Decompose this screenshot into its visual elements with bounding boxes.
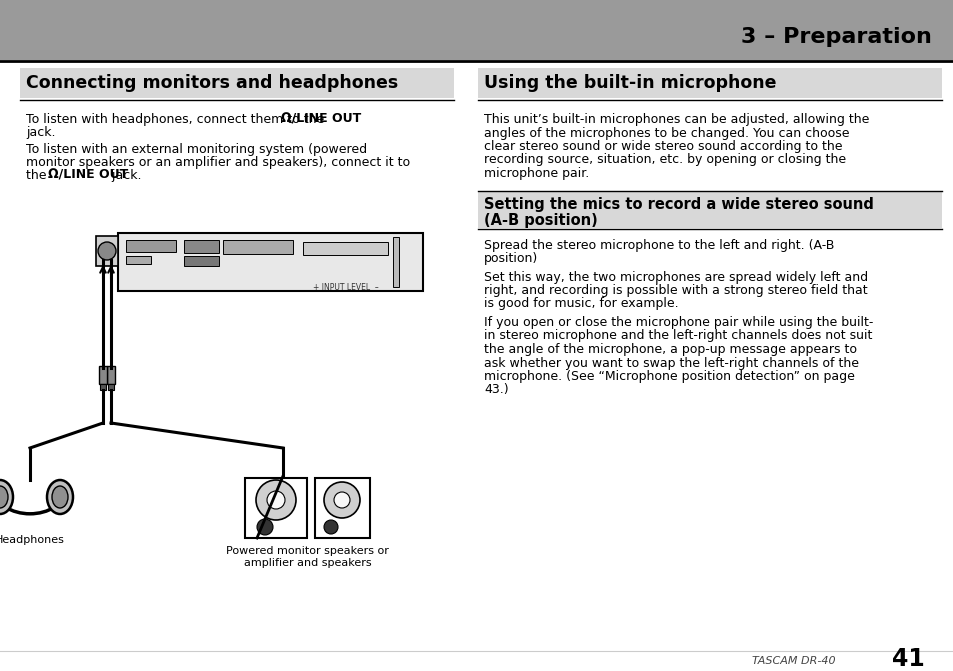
Ellipse shape [0,480,13,514]
Text: Headphones: Headphones [0,535,65,545]
Text: 41: 41 [891,647,924,671]
Text: recording source, situation, etc. by opening or closing the: recording source, situation, etc. by ope… [483,154,845,166]
Text: microphone. (See “Microphone position detection” on page: microphone. (See “Microphone position de… [483,370,854,383]
Text: the: the [26,169,51,182]
Text: microphone pair.: microphone pair. [483,167,589,180]
Bar [184,256,219,266]
Text: If you open or close the microphone pair while using the built-: If you open or close the microphone pair… [483,316,872,329]
Bar [107,366,115,384]
Text: Ω/LINE OUT: Ω/LINE OUT [48,169,128,182]
Text: angles of the microphones to be changed. You can choose: angles of the microphones to be changed.… [483,127,848,140]
Text: clear stereo sound or wide stereo sound according to the: clear stereo sound or wide stereo sound … [483,140,841,153]
Text: TASCAM DR-40: TASCAM DR-40 [752,656,835,666]
Bar [223,240,293,254]
Bar [0,0,953,60]
Text: jack.: jack. [26,126,55,139]
Text: Spread the stereo microphone to the left and right. (A-B: Spread the stereo microphone to the left… [483,238,834,252]
Bar [20,68,454,98]
Text: Ω/LINE OUT: Ω/LINE OUT [281,113,361,126]
Text: in stereo microphone and the left-right channels does not suit: in stereo microphone and the left-right … [483,329,871,342]
Circle shape [324,520,337,534]
Text: Powered monitor speakers or
amplifier and speakers: Powered monitor speakers or amplifier an… [226,546,389,568]
Text: Set this way, the two microphones are spread widely left and: Set this way, the two microphones are sp… [483,270,867,284]
Text: 3 – Preparation: 3 – Preparation [740,27,931,47]
Text: To listen with headphones, connect them to the: To listen with headphones, connect them … [26,113,328,126]
Bar [126,240,175,252]
Bar [184,240,219,253]
Ellipse shape [52,486,68,508]
Text: the angle of the microphone, a pop-up message appears to: the angle of the microphone, a pop-up me… [483,343,856,356]
Text: monitor speakers or an amplifier and speakers), connect it to: monitor speakers or an amplifier and spe… [26,156,410,169]
Text: Using the built-in microphone: Using the built-in microphone [483,74,776,92]
Circle shape [267,491,285,509]
Bar [99,366,107,384]
Ellipse shape [0,486,8,508]
Circle shape [256,519,273,535]
Bar [108,384,113,390]
Text: Connecting monitors and headphones: Connecting monitors and headphones [26,74,397,92]
Text: Setting the mics to record a wide stereo sound: Setting the mics to record a wide stereo… [483,197,873,211]
Text: right, and recording is possible with a strong stereo field that: right, and recording is possible with a … [483,284,866,297]
Text: is good for music, for example.: is good for music, for example. [483,297,678,311]
Bar [126,256,151,264]
Bar [118,233,422,291]
Circle shape [324,482,359,518]
Bar [314,478,370,538]
Bar [303,242,388,255]
Text: This unit’s built-in microphones can be adjusted, allowing the: This unit’s built-in microphones can be … [483,113,868,126]
Bar [393,237,398,287]
Bar [477,68,941,98]
Bar [96,236,118,266]
Text: 43.): 43.) [483,384,508,397]
Bar [477,191,941,227]
Text: ask whether you want to swap the left-right channels of the: ask whether you want to swap the left-ri… [483,356,858,370]
Bar [100,384,106,390]
Ellipse shape [47,480,73,514]
Text: (A-B position): (A-B position) [483,213,598,229]
Text: + INPUT LEVEL  –: + INPUT LEVEL – [313,283,378,292]
Text: To listen with an external monitoring system (powered: To listen with an external monitoring sy… [26,143,367,156]
Circle shape [98,242,116,260]
Circle shape [334,492,350,508]
Circle shape [255,480,295,520]
Text: jack.: jack. [108,169,141,182]
Text: position): position) [483,252,537,265]
Bar [245,478,307,538]
